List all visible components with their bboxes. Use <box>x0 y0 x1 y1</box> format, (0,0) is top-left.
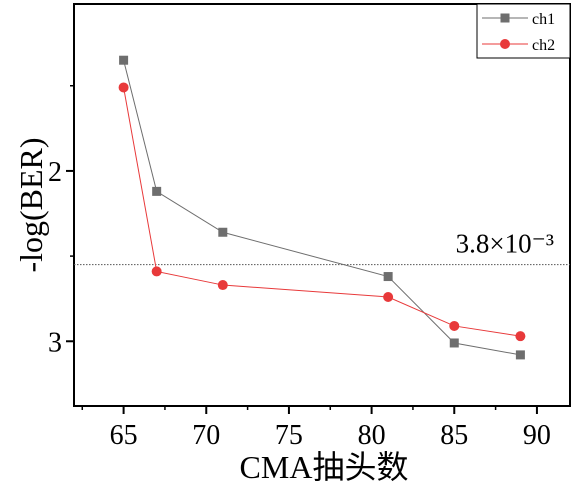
plot-frame <box>73 3 571 407</box>
legend-marker-ch1 <box>500 13 510 23</box>
data-point-ch2-71 <box>217 280 228 291</box>
x-axis-title: CMA抽头数 <box>240 449 409 485</box>
series-line-ch1 <box>123 60 521 356</box>
y-tick-label-3: 3 <box>48 327 62 358</box>
legend-marker-ch2 <box>500 39 510 49</box>
data-point-ch2-65 <box>118 82 129 93</box>
legend-box <box>476 3 571 59</box>
data-point-ch2-67 <box>151 266 162 277</box>
x-tick-label-90: 90 <box>523 420 551 451</box>
x-tick-label-70: 70 <box>192 420 220 451</box>
reference-line-label: 3.8×10⁻³ <box>456 229 554 259</box>
x-tick-label-80: 80 <box>358 420 386 451</box>
y-tick-label-2: 2 <box>48 157 62 188</box>
y-axis-title: -log(BER) <box>13 137 49 272</box>
data-point-ch1-65 <box>119 55 129 65</box>
data-point-ch1-85 <box>449 338 459 348</box>
x-tick-label-85: 85 <box>440 420 468 451</box>
series-line-ch2 <box>123 87 521 337</box>
data-point-ch2-85 <box>449 320 460 331</box>
data-point-ch1-89 <box>515 350 525 360</box>
data-point-ch2-89 <box>515 331 526 342</box>
legend-label-ch2: ch2 <box>532 37 555 54</box>
x-tick-label-75: 75 <box>275 420 303 451</box>
data-point-ch1-81 <box>383 272 393 282</box>
legend-label-ch1: ch1 <box>532 11 555 28</box>
data-point-ch1-67 <box>152 186 162 196</box>
data-point-ch2-81 <box>383 291 394 302</box>
data-point-ch1-71 <box>218 227 228 237</box>
x-tick-label-65: 65 <box>110 420 138 451</box>
